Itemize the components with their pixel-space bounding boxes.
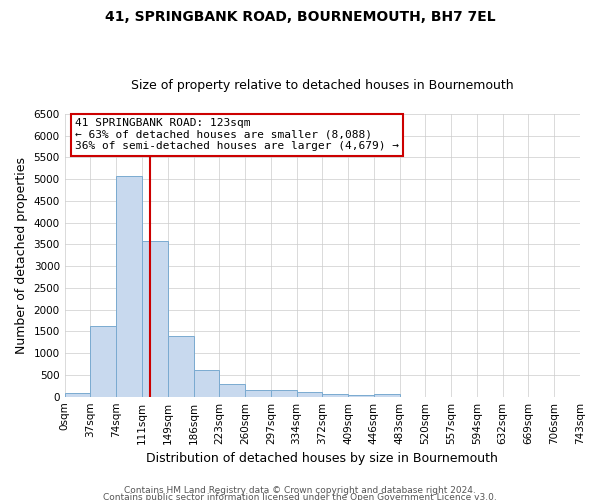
- Bar: [91, 326, 116, 396]
- Text: 41, SPRINGBANK ROAD, BOURNEMOUTH, BH7 7EL: 41, SPRINGBANK ROAD, BOURNEMOUTH, BH7 7E…: [104, 10, 496, 24]
- Bar: [348, 394, 374, 396]
- Bar: [193, 370, 219, 396]
- Text: Contains public sector information licensed under the Open Government Licence v3: Contains public sector information licen…: [103, 494, 497, 500]
- Y-axis label: Number of detached properties: Number of detached properties: [15, 157, 28, 354]
- Bar: [271, 390, 296, 396]
- Bar: [245, 390, 271, 396]
- Bar: [322, 394, 348, 396]
- Bar: [374, 394, 400, 396]
- Text: Contains HM Land Registry data © Crown copyright and database right 2024.: Contains HM Land Registry data © Crown c…: [124, 486, 476, 495]
- Text: 41 SPRINGBANK ROAD: 123sqm
← 63% of detached houses are smaller (8,088)
36% of s: 41 SPRINGBANK ROAD: 123sqm ← 63% of deta…: [75, 118, 399, 152]
- X-axis label: Distribution of detached houses by size in Bournemouth: Distribution of detached houses by size …: [146, 452, 498, 465]
- Bar: [168, 336, 193, 396]
- Bar: [116, 176, 142, 396]
- Bar: [142, 241, 168, 396]
- Bar: [219, 384, 245, 396]
- Title: Size of property relative to detached houses in Bournemouth: Size of property relative to detached ho…: [131, 79, 514, 92]
- Bar: [296, 392, 322, 396]
- Bar: [65, 394, 91, 396]
